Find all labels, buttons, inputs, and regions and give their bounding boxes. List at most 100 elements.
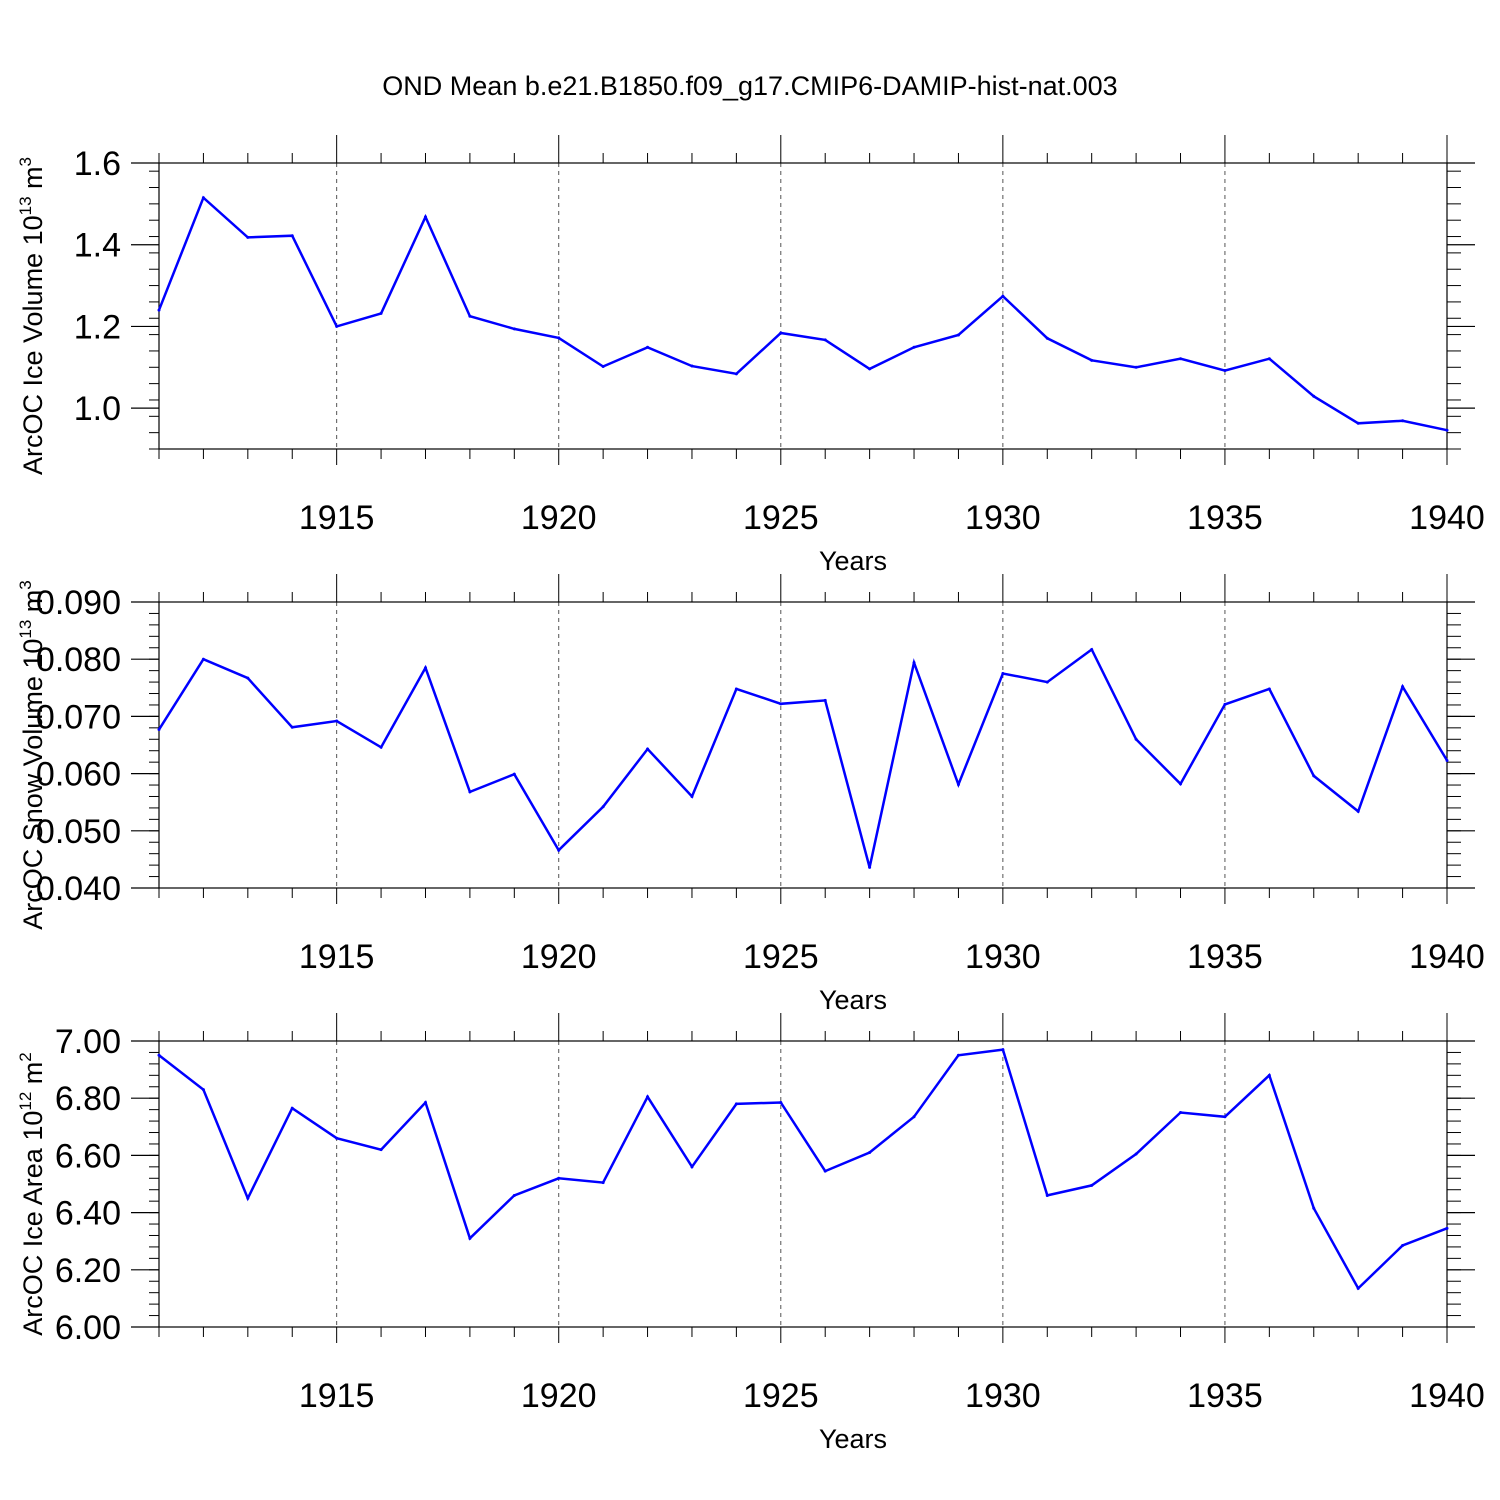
data-point-1940 [1445,758,1449,762]
data-point-1917 [423,1100,427,1104]
x-axis-label: Years [819,985,887,1015]
x-tick-label: 1920 [521,499,597,537]
data-point-1911 [157,1053,161,1057]
data-point-1918 [468,790,472,794]
data-point-1933 [1134,365,1138,369]
x-tick-label: 1925 [743,1377,819,1415]
x-tick-label: 1915 [299,938,375,976]
y-tick-label: 0.060 [36,756,121,794]
data-point-1925 [779,702,783,706]
data-point-1922 [646,1095,650,1099]
data-point-1921 [601,364,605,368]
y-tick-label: 7.00 [55,1023,121,1061]
data-point-1926 [823,338,827,342]
y-tick-label: 1.2 [74,308,121,346]
data-point-1934 [1179,357,1183,361]
series-line-ice-volume [157,195,1448,432]
x-tick-label: 1940 [1409,1377,1485,1415]
data-point-1930 [1001,672,1005,675]
y-tick-label: 1.6 [74,145,121,183]
plot-frame [158,1040,1448,1328]
x-tick-label: 1925 [743,938,819,976]
data-point-1915 [335,719,339,723]
x-tick-label: 1935 [1187,938,1263,976]
data-point-1928 [912,345,916,349]
data-point-1927 [868,1151,872,1155]
y-axis-label: ArcOC Snow Volume 1013 m3 [16,580,48,930]
data-point-1928 [912,661,916,665]
x-tick-label: 1920 [521,1377,597,1415]
data-point-1932 [1090,1183,1094,1187]
x-tick-label: 1930 [965,938,1041,976]
data-point-1940 [1445,1226,1449,1230]
data-point-1929 [956,782,960,786]
y-tick-label: 0.090 [36,584,121,622]
data-point-1921 [601,1181,605,1185]
data-point-1934 [1179,1111,1183,1114]
data-point-1921 [601,805,605,809]
data-point-1926 [823,1169,827,1173]
data-point-1918 [468,1236,472,1240]
plot-frame [158,601,1448,889]
data-point-1930 [1001,1048,1005,1052]
y-tick-label: 1.0 [74,390,121,428]
data-point-1933 [1134,737,1138,741]
x-tick-label: 1915 [299,1377,375,1415]
data-point-1925 [779,1100,783,1104]
data-point-1915 [335,1136,339,1140]
data-point-1927 [868,367,872,371]
x-tick-label: 1940 [1409,499,1485,537]
x-axis-label: Years [819,1424,887,1454]
data-point-1914 [290,1106,294,1110]
y-tick-label: 6.80 [55,1080,121,1118]
y-tick-label: 6.00 [55,1309,121,1347]
data-point-1917 [423,215,427,219]
x-tick-label: 1925 [743,499,819,537]
data-point-1916 [379,311,383,315]
panel-ice-volume: 1.0 1.2 1.4 1.6 1915 1920 1925 1930 1935 1940 Year… [16,135,1485,576]
data-point-1920 [557,848,561,852]
x-tick-label: 1935 [1187,1377,1263,1415]
data-point-1936 [1267,357,1271,361]
data-point-1931 [1045,1193,1049,1197]
data-point-1923 [690,364,694,368]
data-point-1917 [423,666,427,670]
data-point-1911 [157,308,161,312]
data-point-1916 [379,1148,383,1152]
data-point-1931 [1045,336,1049,340]
panels: 1.0 1.2 1.4 1.6 1915 1920 1925 1930 1935 1940 Year… [16,135,1485,1454]
data-point-1915 [335,324,339,328]
data-point-1925 [779,331,783,335]
data-point-1930 [1001,294,1005,298]
panel-ice-area: 6.00 6.20 6.40 6.60 6.80 7.00 1915 1920 1925 1930… [16,1013,1485,1454]
x-axis-label: Years [819,546,887,576]
data-point-1939 [1401,1243,1405,1247]
figure-title: OND Mean b.e21.B1850.f09_g17.CMIP6-DAMIP… [382,71,1117,101]
data-point-1913 [246,1196,250,1200]
data-point-1912 [201,1088,205,1092]
y-tick-label: 0.040 [36,870,121,908]
x-tick-label: 1915 [299,499,375,537]
data-point-1936 [1267,687,1271,691]
y-tick-label: 1.4 [74,227,121,265]
data-point-1924 [734,687,738,691]
data-point-1939 [1401,419,1405,423]
y-axis-label: ArcOC Ice Area 1012 m2 [16,1052,48,1336]
y-tick-label: 0.070 [36,698,121,736]
data-point-1919 [512,327,516,331]
data-point-1911 [157,728,161,732]
data-point-1933 [1134,1152,1138,1156]
data-point-1914 [290,234,294,238]
data-point-1924 [734,1102,738,1106]
data-point-1916 [379,745,383,749]
data-point-1938 [1356,421,1360,425]
data-point-1912 [201,657,205,661]
data-point-1931 [1045,680,1049,684]
data-point-1935 [1223,702,1227,706]
data-point-1936 [1267,1073,1271,1077]
data-point-1937 [1312,394,1316,398]
data-point-1938 [1356,809,1360,813]
x-tick-label: 1930 [965,499,1041,537]
data-point-1912 [201,196,205,200]
x-tick-label: 1930 [965,1377,1041,1415]
